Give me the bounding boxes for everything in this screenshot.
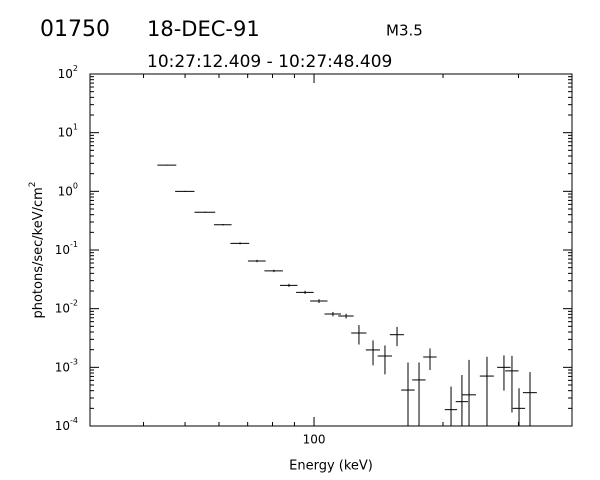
y-tick-exponent: -3 <box>70 357 78 366</box>
y-tick-label: 102 <box>58 64 78 81</box>
y-tick-label: 10-4 <box>55 416 78 433</box>
y-tick-label: 100 <box>58 181 78 198</box>
y-tick-label: 10-3 <box>55 357 78 374</box>
y-axis-label-sup: 2 <box>28 181 38 187</box>
plot-frame <box>89 73 573 427</box>
y-tick-exponent: -4 <box>70 416 78 425</box>
y-tick-base: 10 <box>55 243 70 257</box>
y-tick-base: 10 <box>58 184 73 198</box>
x-tick-label: 100 <box>303 433 326 447</box>
x-axis-label: Energy (keV) <box>289 459 373 474</box>
y-tick-exponent: -1 <box>70 240 78 249</box>
y-tick-base: 10 <box>55 360 70 374</box>
goes-class: M3.5 <box>386 22 423 40</box>
y-tick-exponent: 1 <box>73 122 78 131</box>
y-tick-base: 10 <box>55 301 70 315</box>
flare-id: 01750 <box>40 17 110 42</box>
y-tick-base: 10 <box>58 125 73 139</box>
y-tick-base: 10 <box>55 419 70 433</box>
y-tick-exponent: 2 <box>73 64 78 73</box>
y-tick-label: 101 <box>58 122 78 139</box>
y-tick-base: 10 <box>58 67 73 81</box>
date: 18-DEC-91 <box>147 17 260 41</box>
y-tick-label: 10-2 <box>55 298 78 315</box>
data-area <box>157 164 537 426</box>
y-axis-label-text: photons/sec/keV/cm <box>31 187 46 318</box>
y-tick-label: 10-1 <box>55 240 78 257</box>
y-tick-exponent: -2 <box>70 298 78 307</box>
y-axis-label: photons/sec/keV/cm2 <box>28 181 46 318</box>
time-range: 10:27:12.409 - 10:27:48.409 <box>147 52 392 72</box>
y-tick-exponent: 0 <box>73 181 78 190</box>
